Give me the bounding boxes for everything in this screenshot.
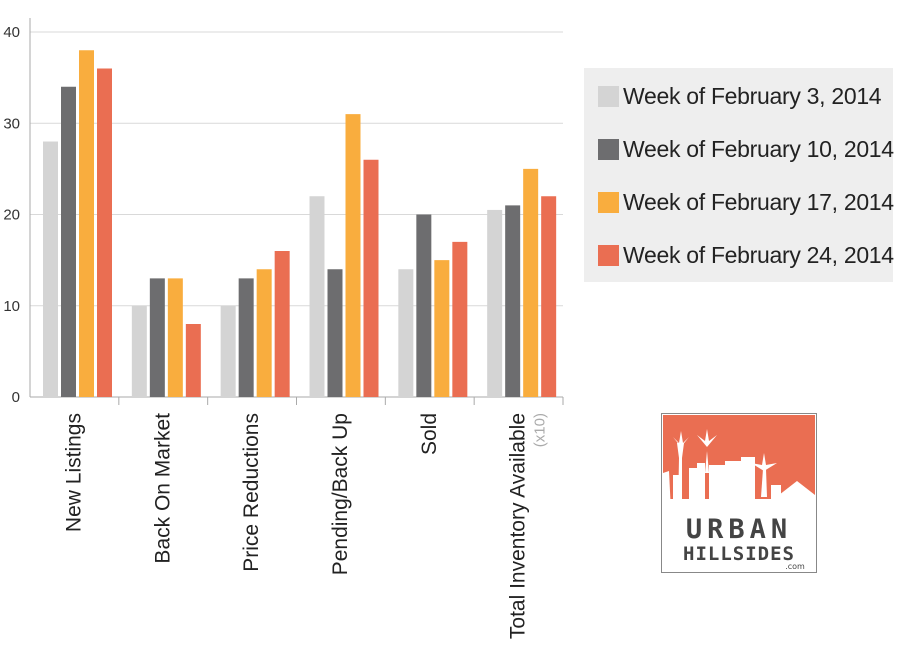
legend-label: Week of February 3, 2014 [623,82,882,109]
bar [327,269,343,397]
x-tick-label: Back On Market [151,413,174,564]
bar [185,324,201,397]
bar [398,269,414,397]
x-tick-label: Total Inventory Available [507,413,530,639]
bar [452,241,468,397]
legend-label: Week of February 10, 2014 [623,135,894,162]
logo-word-1: URBAN [686,514,792,545]
bar [416,214,432,397]
logo-suffix: .com [785,562,805,571]
x-tick-note: (x10) [532,413,549,447]
bar [505,205,521,397]
bar [43,141,58,397]
bar [363,159,379,397]
bar [487,209,503,397]
legend-swatch [598,244,619,266]
bar [274,251,290,397]
legend-label: Week of February 24, 2014 [623,241,894,268]
bar [238,278,254,397]
legend-item: Week of February 17, 2014 [598,187,894,217]
y-tick-label: 40 [3,24,20,41]
bar [256,269,272,397]
legend-item: Week of February 10, 2014 [598,134,894,164]
x-tick-label: Pending/Back Up [329,413,352,575]
bar [523,168,539,397]
x-tick-label: Sold [418,413,441,455]
bar [97,68,112,397]
legend-item: Week of February 24, 2014 [598,240,894,270]
urban-hillsides-logo: URBAN HILLSIDES .com [661,413,817,573]
x-tick-label: New Listings [62,413,85,532]
bar [149,278,165,397]
bar [541,196,557,397]
legend-label: Week of February 17, 2014 [623,188,894,215]
bar [61,86,76,397]
bar [434,260,450,397]
y-tick-label: 20 [3,207,20,224]
skyline-graphic [663,429,815,512]
bar [220,305,236,397]
legend-item: Week of February 3, 2014 [598,81,882,111]
bar [131,305,147,397]
legend-swatch [598,191,619,213]
chart-legend: Week of February 3, 2014 Week of February… [584,68,894,282]
bar [167,278,183,397]
bar [79,50,94,397]
bar [309,196,325,397]
y-tick-label: 10 [3,298,20,315]
bar [345,114,361,397]
logo-word-2: HILLSIDES [683,543,795,565]
legend-swatch [598,138,619,160]
y-tick-label: 0 [12,389,20,406]
legend-swatch [598,85,619,107]
y-tick-label: 30 [3,115,20,132]
x-tick-label: Price Reductions [240,413,263,572]
